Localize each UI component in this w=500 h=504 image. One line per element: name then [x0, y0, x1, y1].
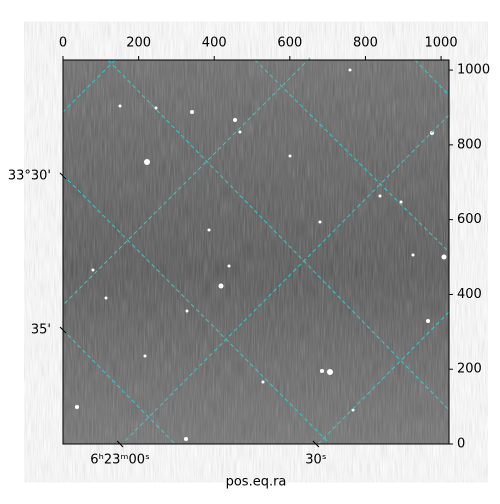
x-tick-label: 400: [202, 36, 227, 51]
sky-image: [63, 60, 449, 444]
x-axis-label: pos.eq.ra: [226, 475, 287, 490]
y-tick-label: 400: [457, 287, 482, 302]
dec-tick-label: 33°30': [8, 168, 51, 183]
x-tick-label: 800: [353, 36, 378, 51]
y-tick-label: 1000: [457, 63, 490, 78]
y-tick-label: 800: [457, 137, 482, 152]
dec-tick: [59, 326, 67, 334]
x-tick-label: 200: [126, 36, 151, 51]
x-tick-label: 0: [59, 36, 67, 51]
wcs-grid: [62, 57, 450, 445]
frame: [62, 59, 450, 445]
ra-tick: [312, 440, 320, 448]
x-tick-label: 600: [277, 36, 302, 51]
dec-tick: [59, 172, 67, 180]
y-tick-label: 0: [457, 437, 465, 452]
ra-tick: [116, 440, 124, 448]
y-tick-label: 200: [457, 362, 482, 377]
ra-tick-label: 6ʰ23ᵐ00ˢ: [90, 453, 150, 468]
ra-tick-label: 30ˢ: [305, 453, 327, 468]
y-tick-label: 600: [457, 212, 482, 227]
x-tick-label: 1000: [425, 36, 458, 51]
dec-tick-label: 35': [31, 322, 51, 337]
